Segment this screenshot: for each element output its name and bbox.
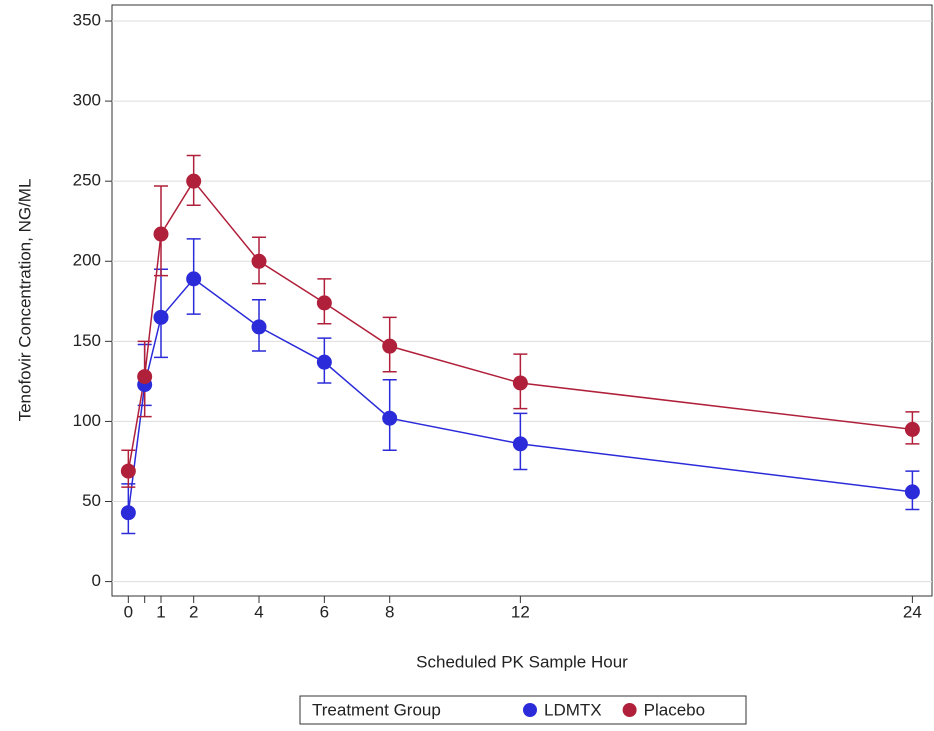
x-tick-label: 6 xyxy=(320,602,329,621)
data-point xyxy=(382,338,398,354)
data-point xyxy=(512,375,528,391)
x-tick-label: 8 xyxy=(385,602,394,621)
data-point xyxy=(153,226,169,242)
data-point xyxy=(382,410,398,426)
data-point xyxy=(316,295,332,311)
data-point xyxy=(904,484,920,500)
legend-marker xyxy=(622,703,637,717)
x-tick-label: 1 xyxy=(156,602,165,621)
legend-label: Placebo xyxy=(644,700,705,719)
y-tick-label: 200 xyxy=(73,251,101,270)
y-tick-label: 50 xyxy=(82,491,101,510)
plot-frame xyxy=(111,4,933,597)
data-point xyxy=(512,436,528,452)
data-point xyxy=(904,421,920,437)
x-tick-label: 2 xyxy=(189,602,198,621)
legend-marker xyxy=(523,703,537,717)
y-tick-label: 250 xyxy=(73,171,101,190)
x-tick-label: 24 xyxy=(903,602,922,621)
x-tick-label: 4 xyxy=(254,602,263,621)
data-point xyxy=(251,319,267,335)
legend-label: LDMTX xyxy=(544,700,602,719)
data-point xyxy=(120,463,136,479)
x-axis-title: Scheduled PK Sample Hour xyxy=(416,652,628,671)
data-point xyxy=(316,354,332,370)
x-tick-label: 12 xyxy=(511,602,530,621)
y-tick-label: 150 xyxy=(73,331,101,350)
y-tick-label: 350 xyxy=(73,11,101,30)
y-tick-label: 100 xyxy=(73,411,101,430)
data-point xyxy=(153,309,169,325)
x-tick-label: 0 xyxy=(124,602,133,621)
data-point xyxy=(186,271,202,287)
legend-title: Treatment Group xyxy=(312,700,441,719)
y-tick-label: 300 xyxy=(73,91,101,110)
data-point xyxy=(120,505,136,521)
y-axis-title: Tenofovir Concentration, NG/ML xyxy=(15,179,34,422)
data-point xyxy=(251,253,267,269)
y-tick-label: 0 xyxy=(92,571,101,590)
data-point xyxy=(137,369,153,385)
data-point xyxy=(186,173,202,189)
